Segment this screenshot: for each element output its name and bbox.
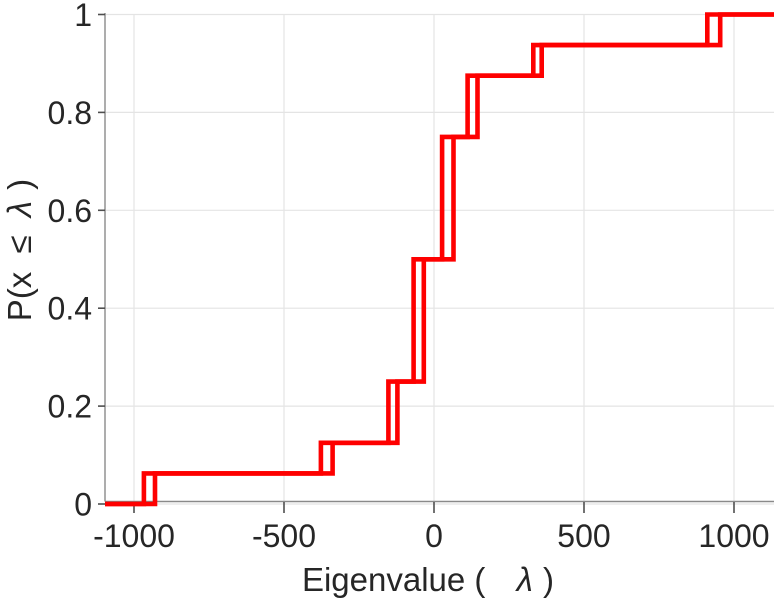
lambda-symbol: λ xyxy=(1,201,38,219)
axis-lines xyxy=(104,13,774,503)
y-tick-labels: 0 0.2 0.4 0.6 0.8 1 xyxy=(48,0,92,523)
x-tick-label: -500 xyxy=(252,518,316,554)
lambda-symbol: λ xyxy=(515,561,533,598)
x-axis-label-text: Eigenvalue ( xyxy=(302,561,485,598)
y-axis-label: P(x ≤ λ ) xyxy=(1,179,38,321)
y-tick-label: 0.8 xyxy=(48,95,92,131)
ecdf-series xyxy=(105,12,774,507)
x-tick-label: -1000 xyxy=(93,518,175,554)
y-axis-label-text: P(x xyxy=(1,271,38,321)
leq-symbol: ≤ xyxy=(1,235,38,253)
tick-marks xyxy=(98,13,735,513)
x-tick-label: 500 xyxy=(557,518,610,554)
x-axis-label-close-paren: ) xyxy=(543,561,554,598)
y-tick-label: 0.6 xyxy=(48,193,92,229)
x-axis-label: Eigenvalue ( λ ) xyxy=(302,561,554,598)
y-tick-label: 0 xyxy=(74,487,92,523)
y-tick-label: 1 xyxy=(74,0,92,33)
y-tick-label: 0.4 xyxy=(48,291,92,327)
y-axis-label-close-paren: ) xyxy=(1,179,38,190)
x-tick-label: 1000 xyxy=(698,518,769,554)
x-tick-labels: -1000 -500 0 500 1000 xyxy=(93,518,770,554)
ecdf-step-curve-2 xyxy=(105,12,774,507)
x-tick-label: 0 xyxy=(425,518,443,554)
grid-lines xyxy=(105,13,774,505)
y-tick-label: 0.2 xyxy=(48,389,92,425)
